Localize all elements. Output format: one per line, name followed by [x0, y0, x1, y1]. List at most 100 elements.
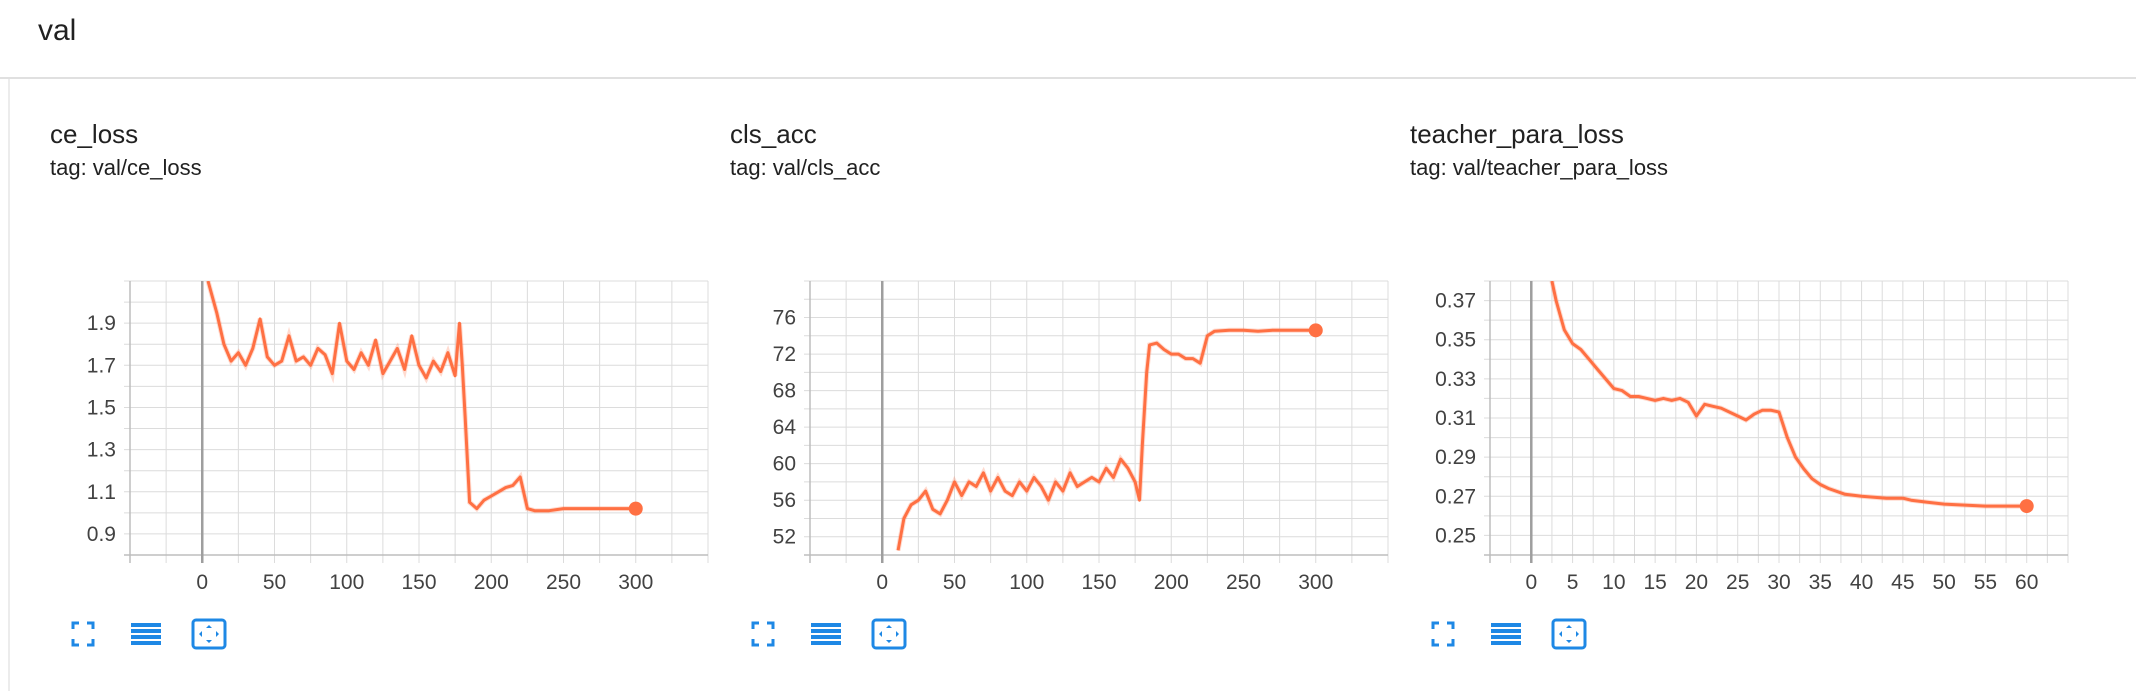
ce-loss-plot[interactable]: 0 50 100 150 200 250 300 0.9 1.1 1.3 1.5 1.7 1.9 — [50, 191, 720, 601]
y-tick-label: 1.9 — [87, 312, 116, 335]
x-tick-label: 5 — [1567, 571, 1579, 594]
divider — [8, 79, 10, 691]
x-tick-label: 50 — [1932, 571, 1955, 594]
last-point-marker — [628, 501, 643, 516]
x-tick-label: 300 — [618, 571, 653, 594]
y-tick-label: 1.1 — [87, 481, 116, 504]
fullscreen-glyph — [71, 621, 95, 647]
x-tick-label: 20 — [1685, 571, 1708, 594]
y-tick-label: 0.9 — [87, 523, 116, 546]
fit-frame-glyph — [871, 618, 907, 650]
x-tick-label: 250 — [1226, 571, 1261, 594]
y-tick-label: 56 — [773, 489, 796, 512]
fit-domain-icon — [191, 618, 227, 650]
x-tick-label: 60 — [2015, 571, 2038, 594]
raw-series-line — [895, 327, 1316, 551]
chart-tag: tag: val/teacher_para_loss — [1410, 155, 1669, 180]
raw-series-line — [1549, 281, 2027, 509]
y-tick-label: 76 — [773, 307, 796, 330]
x-tick-label: 0 — [1525, 571, 1537, 594]
x-tick-label: 0 — [196, 571, 208, 594]
group-header[interactable]: val — [0, 0, 2136, 79]
fullscreen-glyph — [1431, 621, 1455, 647]
data-table-icon — [1491, 623, 1521, 645]
y-tick-label: 1.3 — [87, 439, 116, 462]
fullscreen-icon — [751, 621, 775, 647]
series-line — [896, 328, 1316, 551]
x-tick-label: 55 — [1974, 571, 1997, 594]
table-row-glyph — [1491, 641, 1521, 645]
fit-arrows-glyph — [1559, 625, 1579, 643]
chart-card-ce-loss: ce_loss tag: val/ce_loss 0 50 100 150 200 250… — [50, 79, 730, 691]
fit-domain-icon — [1551, 618, 1587, 650]
y-tick-label: 72 — [773, 343, 796, 366]
table-row-glyph — [1491, 635, 1521, 639]
x-tick-label: 100 — [1009, 571, 1044, 594]
y-tick-label: 60 — [773, 453, 796, 476]
chart-card-cls-acc: cls_acc tag: val/cls_acc 0 50 100 150 200 250… — [730, 79, 1410, 691]
teacher-para-loss-plot[interactable]: 0 5 10 15 20 25 30 35 40 45 50 55 60 0.25 0.27 0.29 0.31… — [1410, 191, 2080, 601]
chart-tag: tag: val/cls_acc — [730, 155, 881, 180]
series-line — [1550, 281, 2027, 508]
y-tick-label: 1.7 — [87, 354, 116, 377]
x-tick-label: 200 — [1154, 571, 1189, 594]
chart-card-teacher-para-loss: teacher_para_loss tag: val/teacher_para_… — [1410, 79, 2090, 691]
table-row-glyph — [811, 629, 841, 633]
raw-series-line — [205, 281, 636, 514]
fit-frame-glyph — [1551, 618, 1587, 650]
y-tick-label: 0.27 — [1435, 485, 1476, 508]
x-tick-label: 10 — [1602, 571, 1625, 594]
table-row-glyph — [811, 623, 841, 627]
table-row-glyph — [811, 641, 841, 645]
table-row-glyph — [811, 635, 841, 639]
fullscreen-button[interactable] — [60, 613, 106, 655]
fullscreen-button[interactable] — [740, 613, 786, 655]
fit-domain-button[interactable] — [1546, 613, 1592, 655]
fit-domain-button[interactable] — [866, 613, 912, 655]
fit-frame-glyph — [191, 618, 227, 650]
last-point-marker — [2019, 499, 2034, 514]
y-tick-label: 0.25 — [1435, 524, 1476, 547]
y-tick-label: 0.37 — [1435, 290, 1476, 313]
fit-arrows-glyph — [199, 625, 219, 643]
table-row-glyph — [131, 629, 161, 633]
chart-title: teacher_para_loss — [1410, 119, 1624, 149]
x-tick-label: 45 — [1891, 571, 1914, 594]
group-title: val — [38, 14, 77, 47]
x-tick-label: 150 — [1081, 571, 1116, 594]
y-tick-label: 1.5 — [87, 396, 116, 419]
x-tick-label: 0 — [876, 571, 888, 594]
x-tick-label: 40 — [1850, 571, 1873, 594]
y-tick-label: 0.35 — [1435, 329, 1476, 352]
cls-acc-plot[interactable]: 0 50 100 150 200 250 300 52 56 60 64 68 72 76 — [730, 191, 1400, 601]
y-tick-label: 52 — [773, 526, 796, 549]
table-row-glyph — [131, 635, 161, 639]
toggle-data-table-button[interactable] — [803, 613, 849, 655]
fullscreen-icon — [71, 621, 95, 647]
fit-domain-button[interactable] — [186, 613, 232, 655]
x-tick-label: 200 — [474, 571, 509, 594]
y-tick-label: 0.29 — [1435, 446, 1476, 469]
fullscreen-button[interactable] — [1420, 613, 1466, 655]
last-point-marker — [1308, 323, 1323, 338]
data-table-icon — [811, 623, 841, 645]
fit-domain-icon — [871, 618, 907, 650]
x-tick-label: 15 — [1643, 571, 1666, 594]
x-tick-label: 30 — [1767, 571, 1790, 594]
x-tick-label: 35 — [1809, 571, 1832, 594]
table-row-glyph — [1491, 629, 1521, 633]
x-tick-label: 25 — [1726, 571, 1749, 594]
series-line — [206, 281, 636, 513]
chart-title: cls_acc — [730, 119, 817, 149]
table-row-glyph — [131, 623, 161, 627]
table-row-glyph — [131, 641, 161, 645]
toggle-data-table-button[interactable] — [1483, 613, 1529, 655]
chart-title: ce_loss — [50, 119, 139, 149]
x-tick-label: 50 — [943, 571, 966, 594]
table-row-glyph — [1491, 623, 1521, 627]
y-tick-label: 0.31 — [1435, 407, 1476, 430]
data-table-icon — [131, 623, 161, 645]
y-tick-label: 64 — [773, 416, 797, 439]
toggle-data-table-button[interactable] — [123, 613, 169, 655]
y-tick-label: 0.33 — [1435, 368, 1476, 391]
